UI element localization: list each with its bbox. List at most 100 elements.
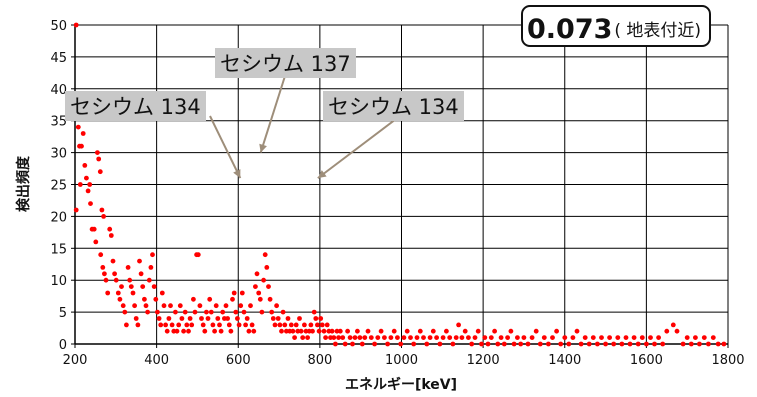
data-point	[142, 296, 147, 302]
data-point	[112, 271, 117, 277]
data-point	[495, 341, 501, 347]
data-point	[137, 258, 142, 264]
y-tick-label: 25	[50, 179, 67, 194]
y-tick-label: 35	[50, 115, 67, 130]
data-point	[205, 316, 211, 321]
data-point	[334, 328, 340, 334]
data-point	[226, 322, 232, 328]
data-point	[228, 328, 234, 334]
data-point	[166, 316, 172, 321]
data-point	[132, 303, 138, 309]
data-point	[558, 341, 564, 347]
data-point	[113, 277, 119, 283]
data-point	[274, 303, 279, 309]
data-point	[235, 316, 240, 321]
data-point	[498, 335, 504, 340]
data-point	[336, 335, 341, 340]
data-point	[324, 322, 330, 328]
x-tick-label: 600	[226, 353, 251, 368]
data-point	[244, 316, 250, 321]
data-point	[321, 328, 327, 334]
data-point	[218, 328, 224, 334]
x-axis-title: エネルギー[keV]	[345, 376, 457, 393]
data-point	[469, 341, 475, 347]
data-point	[395, 335, 400, 340]
data-point	[257, 296, 263, 302]
data-point	[627, 341, 633, 347]
data-point	[319, 322, 325, 328]
data-point	[79, 143, 84, 149]
data-point	[382, 335, 387, 340]
data-point	[155, 309, 160, 315]
data-point	[98, 252, 104, 258]
data-point	[385, 341, 390, 347]
data-point	[177, 303, 183, 309]
data-point	[599, 335, 604, 340]
data-point	[176, 322, 182, 328]
data-point	[145, 309, 151, 315]
data-point	[164, 328, 170, 334]
annotation-box	[65, 91, 206, 121]
data-point	[220, 309, 226, 315]
data-point	[280, 309, 286, 315]
data-point	[186, 328, 191, 334]
data-point	[570, 335, 576, 340]
data-point	[120, 303, 126, 309]
data-point	[595, 341, 600, 347]
data-point	[670, 322, 676, 328]
data-point	[440, 335, 446, 340]
data-point	[199, 316, 204, 321]
data-point	[225, 316, 231, 321]
data-point	[554, 328, 559, 334]
data-points	[73, 22, 727, 347]
data-point	[215, 316, 221, 321]
data-point	[566, 341, 572, 347]
data-point	[269, 309, 275, 315]
annotation-label: セシウム 137	[215, 48, 356, 78]
data-point	[117, 296, 123, 302]
data-point	[424, 341, 430, 347]
data-point	[279, 328, 284, 334]
data-point	[150, 252, 155, 258]
data-point	[648, 335, 653, 340]
y-tick-label: 40	[50, 83, 67, 98]
data-point	[266, 284, 271, 289]
data-point	[133, 316, 139, 321]
data-point	[91, 226, 97, 232]
data-point	[590, 335, 596, 340]
data-point	[693, 335, 698, 340]
data-point	[88, 201, 93, 207]
data-point	[333, 341, 338, 347]
annotation-arrow	[259, 75, 286, 153]
data-point	[453, 335, 459, 340]
data-point	[97, 169, 103, 175]
data-point	[80, 131, 86, 136]
data-point	[241, 309, 247, 315]
data-point	[284, 328, 289, 334]
data-point	[231, 290, 237, 296]
data-point	[408, 335, 413, 340]
data-point	[550, 335, 555, 340]
data-point	[511, 341, 517, 347]
annotation-label: セシウム 134	[65, 91, 206, 121]
data-point	[302, 322, 307, 328]
annotation-labels: セシウム 137 セシウム 134 セシウム 134	[65, 48, 464, 121]
data-point	[305, 335, 310, 340]
data-point	[75, 124, 81, 130]
data-point	[102, 271, 107, 277]
data-point	[427, 335, 433, 340]
data-point	[674, 328, 680, 334]
data-point	[482, 335, 488, 340]
data-point	[318, 316, 324, 321]
data-point	[488, 335, 494, 340]
data-point	[282, 322, 288, 328]
data-point	[243, 322, 249, 328]
data-point	[233, 309, 239, 315]
y-tick-label: 50	[50, 19, 67, 34]
data-point	[238, 303, 244, 309]
data-point	[352, 335, 358, 340]
data-point	[107, 226, 113, 232]
dose-badge-value: 0.073	[527, 14, 612, 45]
data-point	[256, 290, 262, 296]
data-point	[146, 277, 152, 283]
